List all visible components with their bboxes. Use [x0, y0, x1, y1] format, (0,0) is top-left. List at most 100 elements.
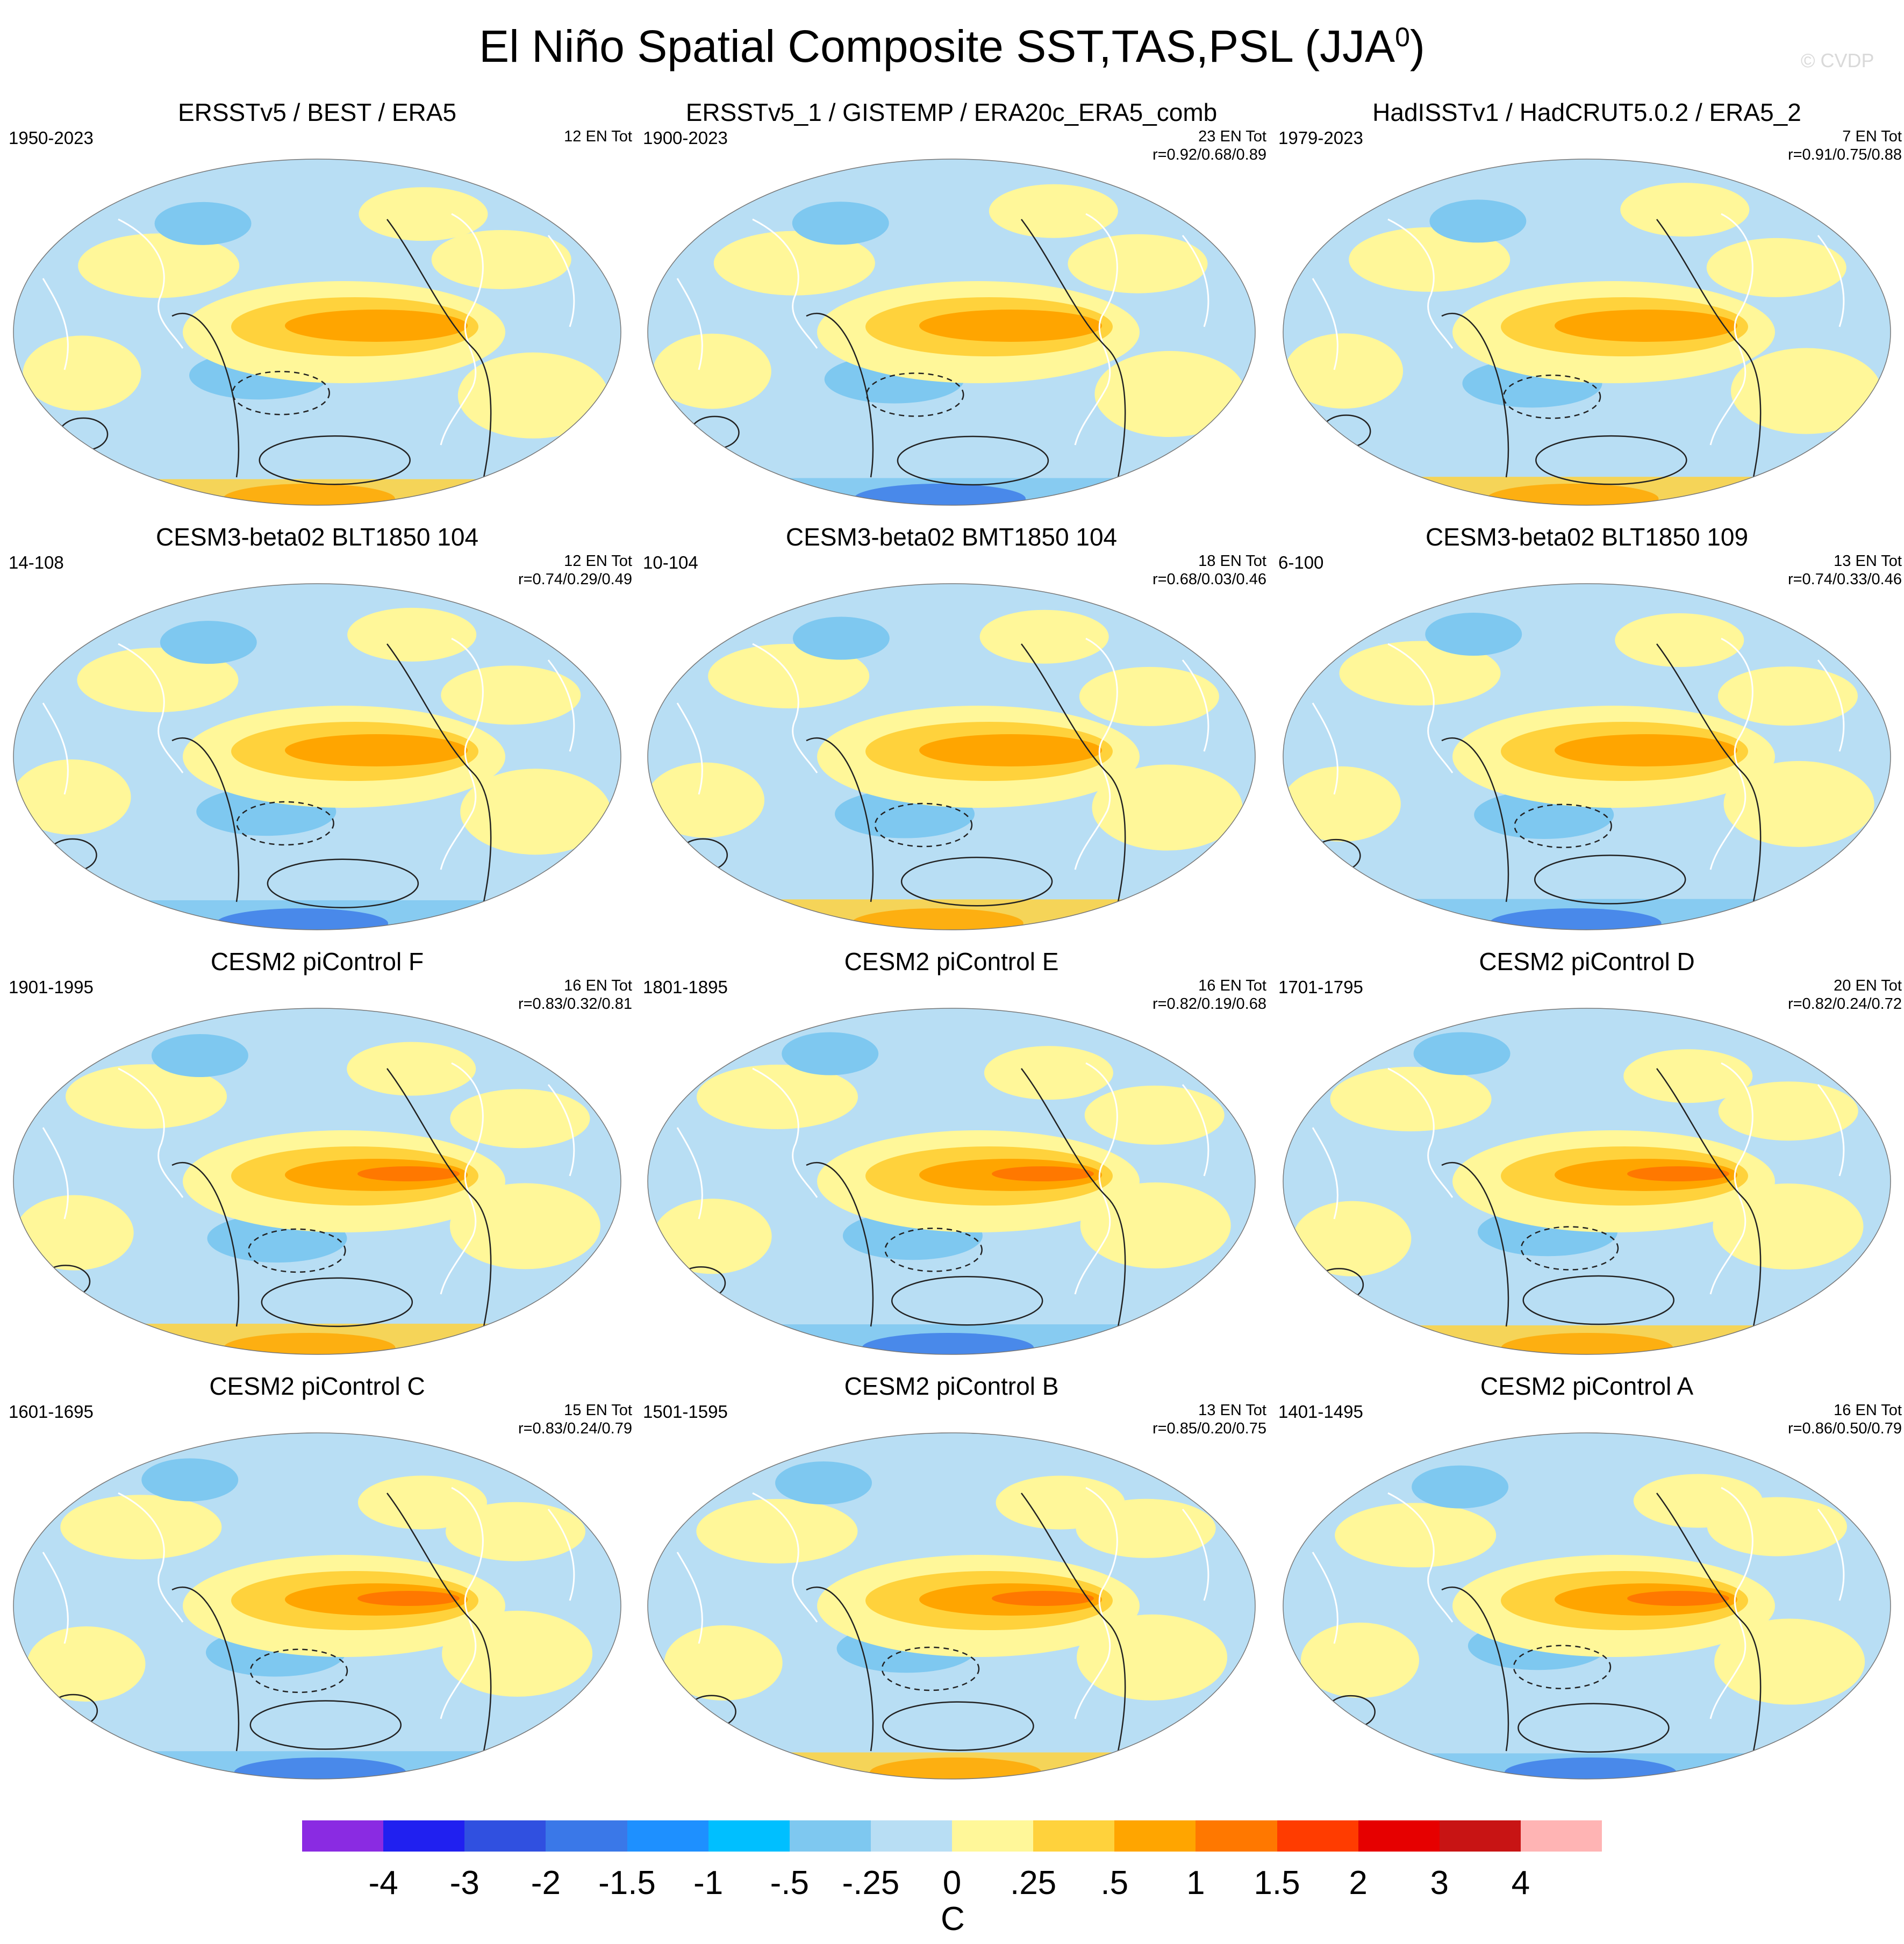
colorbar-segment-5: [708, 1820, 790, 1852]
map-panel-7: CESM2 piControl F 1901-1995 16 EN Tot r=0.8…: [0, 946, 634, 1371]
copyright-label: © CVDP: [1801, 49, 1874, 71]
world-map: [1283, 583, 1891, 930]
panel-correlation: r=0.83/0.32/0.81: [518, 995, 632, 1013]
world-map: [1283, 1008, 1891, 1355]
panel-title: CESM2 piControl E: [844, 948, 1059, 975]
world-map: [1283, 1432, 1891, 1780]
colorbar-segment-4: [627, 1820, 708, 1852]
panel-title: ERSSTv5_1 / GISTEMP / ERA20c_ERA5_comb: [685, 98, 1218, 126]
panel-event-count: 18 EN Tot: [1198, 553, 1266, 570]
colorbar-segment-3: [546, 1820, 627, 1852]
colorbar-tick-label: 0: [942, 1864, 962, 1902]
panel-years: 1950-2023: [9, 128, 94, 148]
panel-event-count: 16 EN Tot: [1198, 977, 1266, 994]
panel-event-count: 12 EN Tot: [564, 553, 632, 570]
panel-title: CESM2 piControl A: [1480, 1372, 1694, 1400]
map-panel-10: CESM2 piControl C 1601-1695 15 EN Tot r=0.8…: [0, 1371, 634, 1795]
map-panel-5: CESM3-beta02 BMT1850 104 10-104 18 EN Tot r…: [634, 521, 1269, 946]
panel-event-count: 13 EN Tot: [1198, 1402, 1266, 1419]
panel-event-count: 12 EN Tot: [564, 128, 632, 145]
colorbar-segment-2: [464, 1820, 546, 1852]
colorbar-tick-label: .25: [1010, 1864, 1057, 1902]
panel-correlation: r=0.91/0.75/0.88: [1787, 146, 1902, 163]
colorbar-segment-12: [1277, 1820, 1358, 1852]
colorbar-tick-label: -3: [449, 1864, 479, 1902]
colorbar-segment-1: [383, 1820, 465, 1852]
colorbar-tick-label: -1: [693, 1864, 724, 1902]
panel-event-count: 20 EN Tot: [1834, 977, 1902, 994]
colorbar-tick-label: -.25: [842, 1864, 900, 1902]
panel-correlation: r=0.83/0.24/0.79: [518, 1420, 632, 1437]
colorbar-tick-label: -4: [368, 1864, 398, 1902]
colorbar-tick-label: 2: [1349, 1864, 1368, 1902]
colorbar-segment-11: [1196, 1820, 1277, 1852]
world-map: [13, 583, 621, 930]
panel-correlation: r=0.74/0.29/0.49: [518, 571, 632, 588]
panel-years: 1979-2023: [1278, 128, 1363, 148]
panel-title: ERSSTv5 / BEST / ERA5: [177, 98, 457, 126]
colorbar-segment-7: [870, 1820, 952, 1852]
colorbar-tick-label: -1.5: [598, 1864, 656, 1902]
panel-event-count: 15 EN Tot: [564, 1402, 632, 1419]
panel-correlation: r=0.86/0.50/0.79: [1787, 1420, 1902, 1437]
colorbar-tick-label: 3: [1430, 1864, 1449, 1902]
panel-years: 1601-1695: [9, 1402, 94, 1422]
panel-event-count: 16 EN Tot: [564, 977, 632, 994]
panel-years: 1900-2023: [643, 128, 728, 148]
world-map: [647, 1432, 1256, 1780]
panel-title: CESM2 piControl D: [1479, 948, 1695, 975]
figure-title: El Niño Spatial Composite SST,TAS,PSL (J…: [479, 21, 1425, 71]
panel-title: CESM2 piControl F: [210, 948, 424, 975]
world-map: [647, 159, 1256, 506]
colorbar-tick-label: 4: [1511, 1864, 1530, 1902]
world-map: [13, 159, 621, 506]
panel-years: 10-104: [643, 553, 698, 572]
panel-years: 6-100: [1278, 553, 1324, 572]
panel-years: 1801-1895: [643, 977, 728, 997]
world-map: [13, 1008, 621, 1355]
world-map: [647, 1008, 1256, 1355]
panel-correlation: r=0.82/0.19/0.68: [1152, 995, 1266, 1013]
map-panel-6: CESM3-beta02 BLT1850 109 6-100 13 EN Tot r=…: [1270, 521, 1904, 946]
colorbar-tick-label: -.5: [770, 1864, 809, 1902]
panel-event-count: 13 EN Tot: [1834, 553, 1902, 570]
colorbar-tick-labels: -4 -3 -2 -1.5 -1 -.5 -.25 0 .25 .5 1 1.5 2 3 4: [0, 1864, 1904, 1907]
panel-correlation: r=0.85/0.20/0.75: [1152, 1420, 1266, 1437]
world-map: [1283, 159, 1891, 506]
map-panel-9: CESM2 piControl D 1701-1795 20 EN Tot r=0.8…: [1270, 946, 1904, 1371]
panel-title: CESM2 piControl B: [844, 1372, 1059, 1400]
colorbar-segment-15: [1520, 1820, 1602, 1852]
panel-years: 1401-1495: [1278, 1402, 1363, 1422]
panel-event-count: 23 EN Tot: [1198, 128, 1266, 145]
map-panel-1: ERSSTv5 / BEST / ERA5 1950-2023 12 EN Tot: [0, 97, 634, 521]
colorbar-segment-13: [1358, 1820, 1440, 1852]
panel-correlation: r=0.82/0.24/0.72: [1787, 995, 1902, 1013]
colorbar-tick-label: -2: [531, 1864, 561, 1902]
map-panel-11: CESM2 piControl B 1501-1595 13 EN Tot r=0.8…: [634, 1371, 1269, 1795]
panel-years: 1901-1995: [9, 977, 94, 997]
panel-title: CESM3-beta02 BLT1850 109: [1425, 523, 1749, 551]
panel-correlation: r=0.68/0.03/0.46: [1152, 571, 1266, 588]
panel-years: 14-108: [9, 553, 64, 572]
panel-correlation: r=0.74/0.33/0.46: [1787, 571, 1902, 588]
panel-event-count: 16 EN Tot: [1834, 1402, 1902, 1419]
colorbar-segment-14: [1439, 1820, 1521, 1852]
panel-title: CESM2 piControl C: [209, 1372, 425, 1400]
panel-title: HadISSTv1 / HadCRUT5.0.2 / ERA5_2: [1372, 98, 1801, 126]
colorbar-segment-0: [302, 1820, 384, 1852]
colorbar: [302, 1820, 1602, 1852]
panel-years: 1501-1595: [643, 1402, 728, 1422]
panel-event-count: 7 EN Tot: [1842, 128, 1902, 145]
world-map: [647, 583, 1256, 930]
panel-years: 1701-1795: [1278, 977, 1363, 997]
panel-title: CESM3-beta02 BMT1850 104: [785, 523, 1118, 551]
colorbar-units: C: [941, 1900, 965, 1938]
colorbar-tick-label: .5: [1100, 1864, 1129, 1902]
world-map: [13, 1432, 621, 1780]
map-panel-8: CESM2 piControl E 1801-1895 16 EN Tot r=0.8…: [634, 946, 1269, 1371]
map-panel-2: ERSSTv5_1 / GISTEMP / ERA20c_ERA5_comb 19…: [634, 97, 1269, 521]
panel-correlation: r=0.92/0.68/0.89: [1152, 146, 1266, 163]
colorbar-tick-label: 1.5: [1254, 1864, 1300, 1902]
colorbar-segment-6: [789, 1820, 871, 1852]
map-panel-3: HadISSTv1 / HadCRUT5.0.2 / ERA5_2 1979-20…: [1270, 97, 1904, 521]
